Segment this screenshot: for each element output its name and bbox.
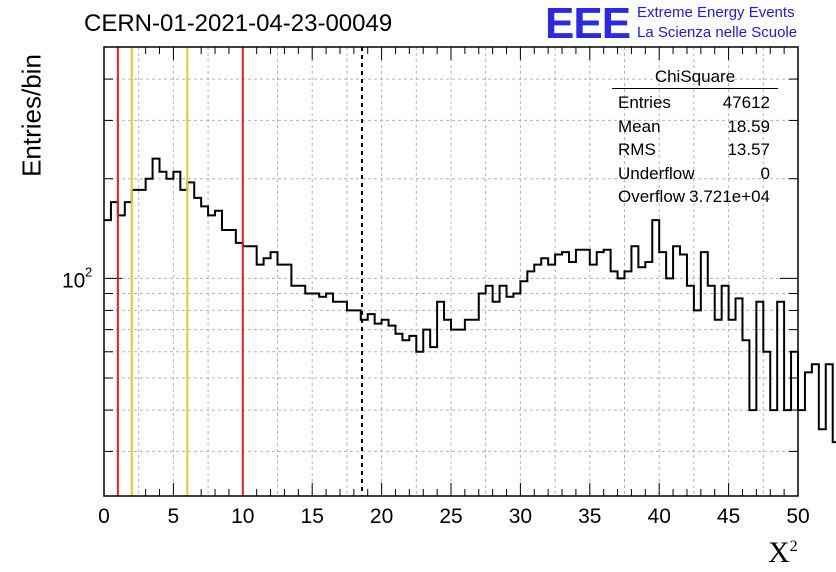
plot-frame (103, 46, 799, 497)
y-axis-label: Entries/bin (16, 54, 47, 177)
logo-line-1: Extreme Energy Events (637, 4, 795, 21)
x-tick-label: 15 (301, 505, 324, 528)
x-tick-label: 0 (98, 505, 110, 528)
x-tick-label: 50 (786, 505, 809, 528)
stats-box: ChiSquare Entries 47612 Mean 18.59 RMS 13.5… (612, 67, 778, 209)
x-axis-label: X2 (768, 536, 798, 569)
stats-row-rms: RMS 13.57 (618, 140, 770, 159)
chart-title: CERN-01-2021-04-23-00049 (84, 10, 393, 37)
histogram-line (104, 157, 836, 444)
y-tick-label-exponent: 2 (85, 264, 92, 279)
stats-row-overflow: Overflow 3.721e+04 (618, 187, 770, 206)
stats-row-mean: Mean 18.59 (618, 116, 770, 136)
stats-row-entries: Entries 47612 (618, 93, 770, 112)
x-tick-label: 45 (717, 505, 740, 528)
x-tick-label: 30 (509, 505, 532, 528)
x-tick-label: 5 (168, 505, 180, 528)
y-tick-label: 10 (62, 269, 85, 292)
x-tick-label: 40 (648, 505, 671, 528)
x-tick-label: 20 (370, 505, 393, 528)
x-tick-label: 10 (231, 505, 254, 528)
x-tick-label: 35 (578, 505, 601, 528)
stats-title: ChiSquare (612, 67, 778, 89)
x-tick-label: 25 (439, 505, 462, 528)
stats-row-underflow: Underflow 0 (618, 163, 770, 183)
logo-line-2: La Scienza nelle Scuole (637, 24, 798, 41)
eee-logo: EEE (545, 0, 631, 48)
